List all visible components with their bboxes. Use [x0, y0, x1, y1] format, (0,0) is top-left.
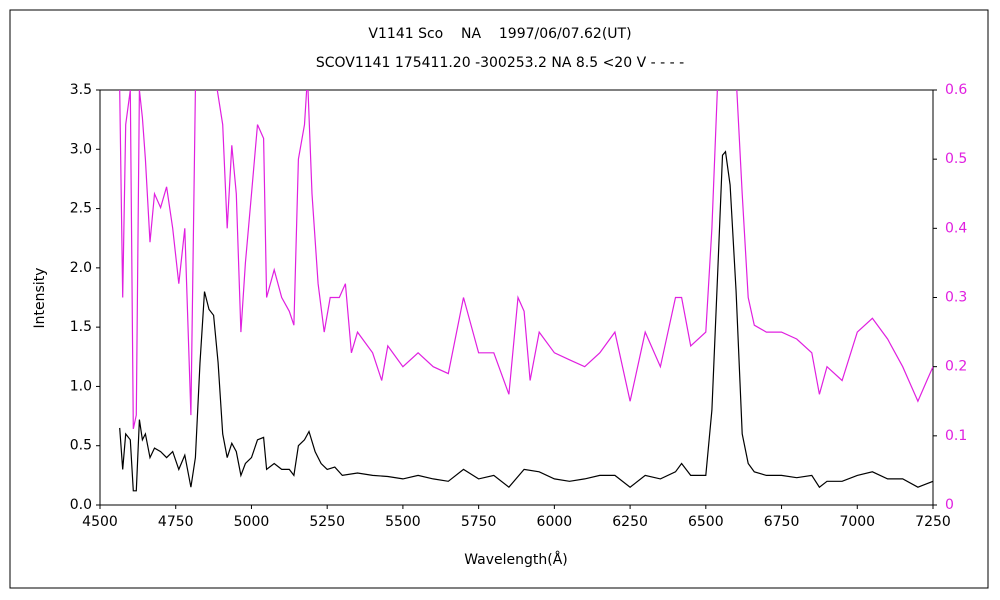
y2-tick-label: 0.6 [945, 82, 967, 98]
chart-title: V1141 Sco NA 1997/06/07.62(UT) [368, 26, 631, 42]
y-axis-label: Intensity [32, 268, 48, 329]
y2-tick-label: 0.3 [945, 290, 967, 306]
y2-tick-label: 0.1 [945, 428, 967, 444]
x-tick-label: 7250 [915, 514, 951, 530]
y-tick-label: 1.5 [70, 319, 92, 335]
chart-subtitle: SCOV1141 175411.20 -300253.2 NA 8.5 <20 … [316, 55, 684, 71]
frame [9, 9, 989, 589]
x-tick-label: 5250 [309, 514, 345, 530]
x-axis-label: Wavelength(Å) [464, 551, 568, 568]
x-tick-label: 5750 [461, 514, 497, 530]
y-tick-label: 2.0 [70, 260, 92, 276]
x-tick-label: 5500 [385, 514, 421, 530]
y2-tick-label: 0.5 [945, 151, 967, 167]
y2-tick-label: 0.2 [945, 359, 967, 375]
x-tick-label: 6000 [537, 514, 573, 530]
x-tick-label: 6750 [764, 514, 800, 530]
x-tick-label: 6250 [612, 514, 648, 530]
y-tick-label: 3.0 [70, 141, 92, 157]
line-series [119, 90, 933, 430]
y-tick-label: 1.0 [70, 378, 92, 394]
y-tick-label: 0.0 [70, 497, 92, 513]
x-tick-label: 4750 [158, 514, 194, 530]
y-tick-label: 3.5 [70, 82, 92, 98]
line-series [119, 150, 933, 492]
x-tick-label: 7000 [839, 514, 875, 530]
x-tick-label: 5000 [234, 514, 270, 530]
x-tick-label: 6500 [688, 514, 724, 530]
y2-tick-label: 0.4 [945, 220, 967, 236]
x-tick-label: 4500 [82, 514, 118, 530]
y2-tick-label: 0 [945, 497, 954, 513]
y-tick-label: 2.5 [70, 201, 92, 217]
y-tick-label: 0.5 [70, 438, 92, 454]
